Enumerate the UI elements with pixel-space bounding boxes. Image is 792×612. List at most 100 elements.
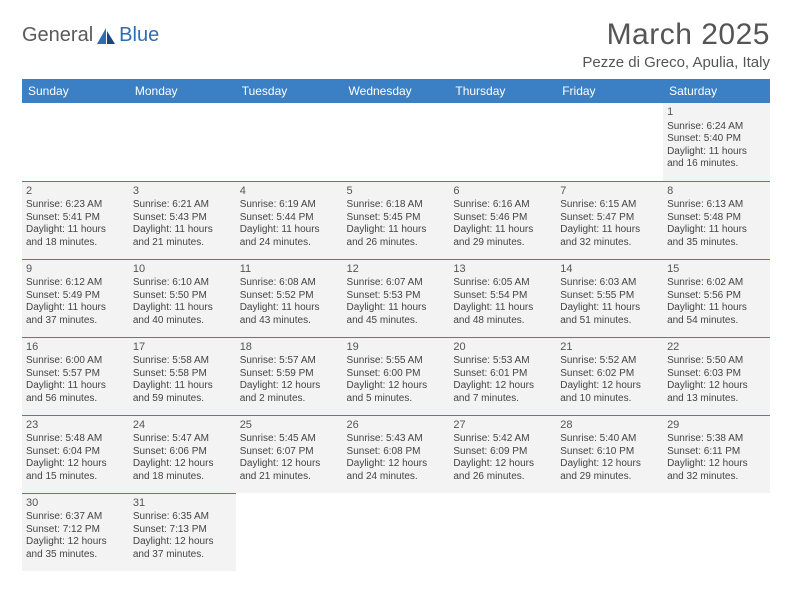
daylight-text: Daylight: 12 hours	[240, 380, 339, 393]
daylight-text: Daylight: 11 hours	[347, 302, 446, 315]
daylight-text: and 54 minutes.	[667, 315, 766, 328]
day-number: 11	[240, 263, 339, 277]
daylight-text: Daylight: 11 hours	[240, 224, 339, 237]
day-number: 31	[133, 497, 232, 511]
sunset-text: Sunset: 5:56 PM	[667, 290, 766, 303]
daylight-text: Daylight: 11 hours	[560, 224, 659, 237]
sunset-text: Sunset: 7:13 PM	[133, 524, 232, 537]
day-number: 12	[347, 263, 446, 277]
sunset-text: Sunset: 5:49 PM	[26, 290, 125, 303]
sunset-text: Sunset: 5:54 PM	[453, 290, 552, 303]
calendar-cell: 26Sunrise: 5:43 AMSunset: 6:08 PMDayligh…	[343, 415, 450, 493]
day-number: 6	[453, 185, 552, 199]
calendar-cell: 14Sunrise: 6:03 AMSunset: 5:55 PMDayligh…	[556, 259, 663, 337]
calendar-cell: 11Sunrise: 6:08 AMSunset: 5:52 PMDayligh…	[236, 259, 343, 337]
day-number: 13	[453, 263, 552, 277]
day-number: 14	[560, 263, 659, 277]
daylight-text: and 32 minutes.	[667, 471, 766, 484]
daylight-text: Daylight: 11 hours	[453, 302, 552, 315]
sunrise-text: Sunrise: 6:16 AM	[453, 199, 552, 212]
sunrise-text: Sunrise: 5:42 AM	[453, 433, 552, 446]
sunrise-text: Sunrise: 6:23 AM	[26, 199, 125, 212]
calendar-cell: 29Sunrise: 5:38 AMSunset: 6:11 PMDayligh…	[663, 415, 770, 493]
sunset-text: Sunset: 6:00 PM	[347, 368, 446, 381]
daylight-text: and 24 minutes.	[347, 471, 446, 484]
daylight-text: Daylight: 11 hours	[347, 224, 446, 237]
day-number: 23	[26, 419, 125, 433]
sunrise-text: Sunrise: 6:21 AM	[133, 199, 232, 212]
daylight-text: Daylight: 12 hours	[560, 380, 659, 393]
calendar-row: 2Sunrise: 6:23 AMSunset: 5:41 PMDaylight…	[22, 181, 770, 259]
sunrise-text: Sunrise: 6:15 AM	[560, 199, 659, 212]
sunset-text: Sunset: 6:09 PM	[453, 446, 552, 459]
daylight-text: Daylight: 12 hours	[26, 458, 125, 471]
calendar-cell: 21Sunrise: 5:52 AMSunset: 6:02 PMDayligh…	[556, 337, 663, 415]
sunrise-text: Sunrise: 5:43 AM	[347, 433, 446, 446]
daylight-text: and 26 minutes.	[347, 237, 446, 250]
daylight-text: Daylight: 12 hours	[133, 458, 232, 471]
daylight-text: Daylight: 11 hours	[453, 224, 552, 237]
day-header: Sunday	[22, 79, 129, 103]
day-number: 28	[560, 419, 659, 433]
sunset-text: Sunset: 6:02 PM	[560, 368, 659, 381]
daylight-text: and 29 minutes.	[560, 471, 659, 484]
sunrise-text: Sunrise: 6:03 AM	[560, 277, 659, 290]
calendar-cell: 8Sunrise: 6:13 AMSunset: 5:48 PMDaylight…	[663, 181, 770, 259]
daylight-text: and 43 minutes.	[240, 315, 339, 328]
calendar-cell: 13Sunrise: 6:05 AMSunset: 5:54 PMDayligh…	[449, 259, 556, 337]
calendar-cell: 30Sunrise: 6:37 AMSunset: 7:12 PMDayligh…	[22, 493, 129, 571]
calendar-cell: 6Sunrise: 6:16 AMSunset: 5:46 PMDaylight…	[449, 181, 556, 259]
sunrise-text: Sunrise: 6:00 AM	[26, 355, 125, 368]
daylight-text: and 18 minutes.	[26, 237, 125, 250]
daylight-text: and 45 minutes.	[347, 315, 446, 328]
calendar-cell: 16Sunrise: 6:00 AMSunset: 5:57 PMDayligh…	[22, 337, 129, 415]
daylight-text: Daylight: 11 hours	[133, 302, 232, 315]
daylight-text: Daylight: 12 hours	[453, 458, 552, 471]
sunrise-text: Sunrise: 5:47 AM	[133, 433, 232, 446]
sunrise-text: Sunrise: 5:38 AM	[667, 433, 766, 446]
sunrise-text: Sunrise: 5:57 AM	[240, 355, 339, 368]
day-number: 29	[667, 419, 766, 433]
calendar-cell: 28Sunrise: 5:40 AMSunset: 6:10 PMDayligh…	[556, 415, 663, 493]
calendar-cell: 31Sunrise: 6:35 AMSunset: 7:13 PMDayligh…	[129, 493, 236, 571]
header: General Blue March 2025 Pezze di Greco, …	[22, 18, 770, 71]
calendar-cell-empty	[449, 103, 556, 181]
logo-text-1: General	[22, 24, 93, 47]
sunrise-text: Sunrise: 5:58 AM	[133, 355, 232, 368]
daylight-text: Daylight: 11 hours	[133, 224, 232, 237]
day-number: 27	[453, 419, 552, 433]
sunset-text: Sunset: 5:59 PM	[240, 368, 339, 381]
daylight-text: and 56 minutes.	[26, 393, 125, 406]
sunset-text: Sunset: 5:41 PM	[26, 212, 125, 225]
sunrise-text: Sunrise: 6:07 AM	[347, 277, 446, 290]
daylight-text: and 2 minutes.	[240, 393, 339, 406]
calendar-cell: 7Sunrise: 6:15 AMSunset: 5:47 PMDaylight…	[556, 181, 663, 259]
calendar-cell: 24Sunrise: 5:47 AMSunset: 6:06 PMDayligh…	[129, 415, 236, 493]
sunset-text: Sunset: 6:03 PM	[667, 368, 766, 381]
sunset-text: Sunset: 6:11 PM	[667, 446, 766, 459]
day-number: 26	[347, 419, 446, 433]
sunset-text: Sunset: 5:57 PM	[26, 368, 125, 381]
sunset-text: Sunset: 5:53 PM	[347, 290, 446, 303]
day-number: 24	[133, 419, 232, 433]
calendar-cell: 22Sunrise: 5:50 AMSunset: 6:03 PMDayligh…	[663, 337, 770, 415]
sunset-text: Sunset: 6:06 PM	[133, 446, 232, 459]
day-number: 20	[453, 341, 552, 355]
daylight-text: and 10 minutes.	[560, 393, 659, 406]
daylight-text: Daylight: 12 hours	[347, 458, 446, 471]
sunset-text: Sunset: 5:52 PM	[240, 290, 339, 303]
daylight-text: and 24 minutes.	[240, 237, 339, 250]
daylight-text: Daylight: 12 hours	[347, 380, 446, 393]
sunrise-text: Sunrise: 5:53 AM	[453, 355, 552, 368]
calendar-cell: 20Sunrise: 5:53 AMSunset: 6:01 PMDayligh…	[449, 337, 556, 415]
daylight-text: Daylight: 12 hours	[667, 458, 766, 471]
calendar-cell: 4Sunrise: 6:19 AMSunset: 5:44 PMDaylight…	[236, 181, 343, 259]
daylight-text: Daylight: 12 hours	[560, 458, 659, 471]
daylight-text: and 13 minutes.	[667, 393, 766, 406]
day-header: Saturday	[663, 79, 770, 103]
daylight-text: Daylight: 11 hours	[667, 146, 766, 159]
day-header: Wednesday	[343, 79, 450, 103]
sunrise-text: Sunrise: 6:13 AM	[667, 199, 766, 212]
logo-sail-icon	[95, 26, 117, 46]
calendar-cell: 1Sunrise: 6:24 AMSunset: 5:40 PMDaylight…	[663, 103, 770, 181]
